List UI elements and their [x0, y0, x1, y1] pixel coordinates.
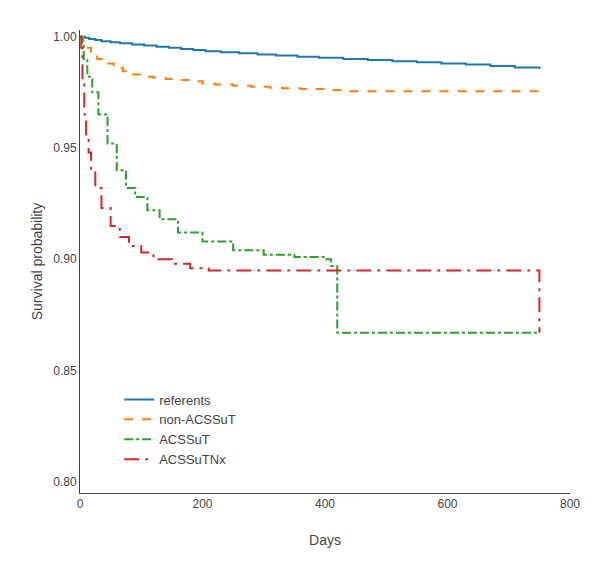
svg-text:Days: Days: [309, 532, 341, 548]
svg-text:200: 200: [192, 497, 212, 511]
svg-text:600: 600: [437, 497, 457, 511]
svg-text:0.95: 0.95: [53, 141, 77, 155]
svg-text:non-ACSSuT: non-ACSSuT: [159, 412, 236, 427]
svg-text:ACSSuTNx: ACSSuTNx: [159, 452, 226, 467]
svg-text:400: 400: [315, 497, 335, 511]
svg-text:800: 800: [560, 497, 580, 511]
svg-text:Survival probability: Survival probability: [29, 203, 45, 321]
svg-text:0.90: 0.90: [53, 252, 77, 266]
svg-text:1.00: 1.00: [53, 30, 77, 44]
svg-text:referents: referents: [159, 393, 211, 408]
svg-text:ACSSuT: ACSSuT: [159, 432, 210, 447]
svg-text:0.80: 0.80: [53, 475, 77, 489]
svg-text:0.85: 0.85: [53, 364, 77, 378]
svg-text:0: 0: [77, 497, 84, 511]
